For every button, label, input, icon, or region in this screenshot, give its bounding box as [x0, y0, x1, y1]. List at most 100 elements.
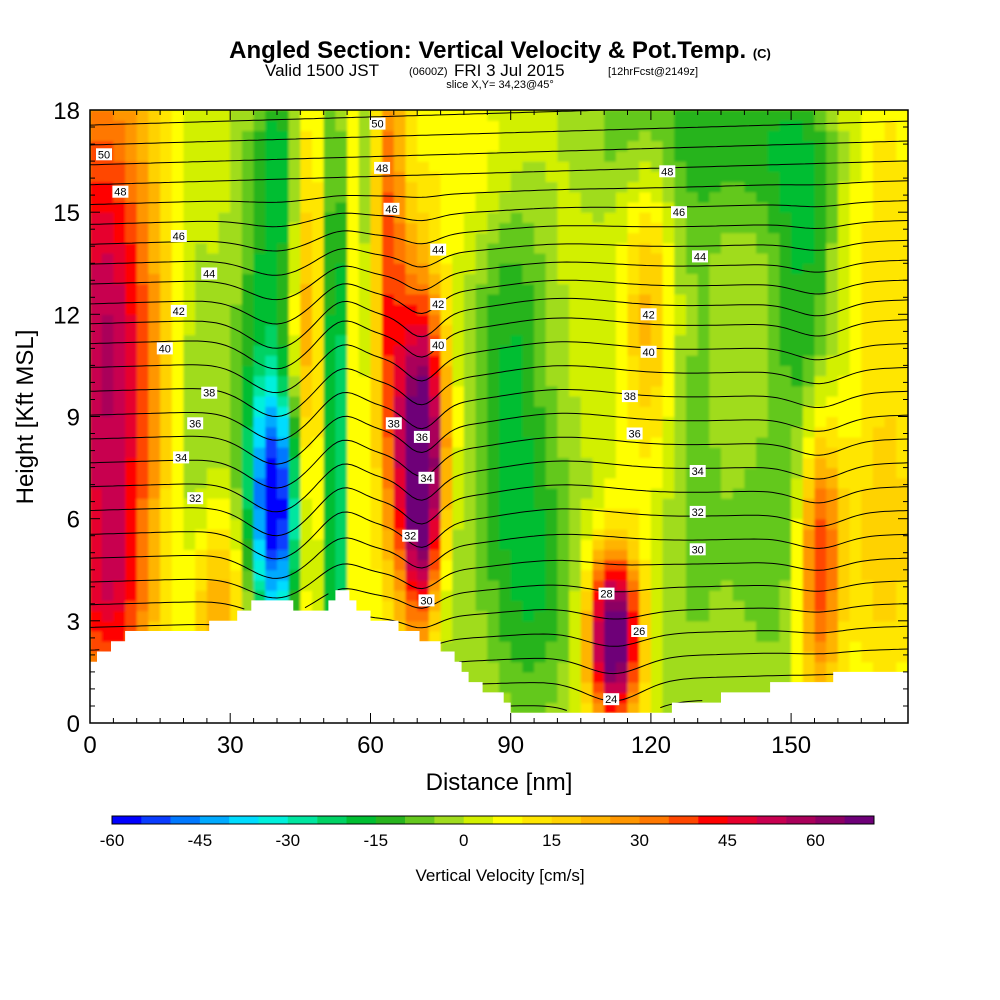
velocity-cell [136, 253, 149, 264]
velocity-cell [499, 232, 512, 244]
velocity-cell [113, 314, 126, 326]
velocity-cell [709, 110, 722, 121]
velocity-cell [90, 110, 103, 121]
velocity-cell [837, 253, 851, 264]
velocity-cell [686, 293, 699, 305]
velocity-cell [604, 539, 617, 550]
velocity-cell [499, 171, 512, 183]
velocity-cell [732, 191, 745, 203]
velocity-cell [721, 110, 734, 121]
velocity-cell [230, 110, 243, 121]
velocity-cell [393, 396, 407, 407]
velocity-cell [709, 620, 722, 632]
velocity-cell [837, 314, 851, 326]
velocity-cell [837, 580, 851, 591]
velocity-cell [686, 692, 699, 704]
velocity-cell [592, 498, 605, 509]
velocity-cell [697, 283, 710, 295]
velocity-cell [814, 569, 827, 581]
velocity-cell [136, 345, 149, 356]
velocity-cell [884, 436, 897, 448]
velocity-cell [802, 201, 816, 213]
velocity-cell [896, 324, 908, 336]
theta-contour [90, 533, 908, 579]
velocity-cell [125, 314, 138, 326]
velocity-cell [779, 549, 792, 561]
velocity-cell [686, 314, 699, 326]
velocity-cell [125, 150, 138, 162]
velocity-cell [90, 171, 103, 183]
velocity-cell [195, 242, 208, 254]
velocity-cell [253, 467, 266, 479]
velocity-cell [650, 600, 664, 612]
velocity-cell [791, 324, 804, 336]
velocity-cell [709, 661, 722, 673]
velocity-cell [767, 610, 781, 622]
velocity-cell [358, 498, 372, 509]
velocity-cell [604, 171, 617, 183]
velocity-cell [499, 212, 512, 223]
velocity-cell [557, 406, 570, 418]
velocity-cell [569, 477, 582, 489]
velocity-cell [312, 130, 325, 142]
velocity-cell [721, 293, 734, 305]
velocity-cell [113, 263, 126, 274]
velocity-cell [522, 110, 535, 121]
velocity-cell [230, 130, 243, 142]
velocity-cell [405, 334, 418, 346]
velocity-cell [405, 447, 418, 458]
velocity-cell [779, 120, 792, 131]
velocity-cell [440, 488, 453, 499]
velocity-cell [312, 232, 325, 244]
velocity-cell [113, 130, 126, 142]
velocity-cell [569, 314, 582, 326]
velocity-cell [101, 375, 114, 387]
velocity-cell [604, 477, 617, 489]
velocity-cell [639, 447, 652, 458]
velocity-cell [639, 641, 652, 653]
velocity-cell [767, 232, 781, 244]
velocity-cell [662, 324, 675, 336]
velocity-cell [732, 396, 745, 407]
velocity-cell [896, 365, 908, 377]
velocity-cell [557, 120, 570, 131]
velocity-cell [580, 447, 594, 458]
velocity-cell [347, 549, 360, 561]
velocity-cell [195, 150, 208, 162]
subtitle-valid: Valid 1500 JST [265, 61, 379, 80]
velocity-cell [686, 212, 699, 223]
velocity-cell [230, 498, 243, 509]
velocity-cell [569, 263, 582, 274]
velocity-cell [218, 263, 231, 274]
velocity-cell [253, 365, 266, 377]
velocity-cell [440, 212, 453, 223]
velocity-cell [335, 130, 348, 142]
velocity-cell [148, 130, 161, 142]
velocity-cell [779, 477, 792, 489]
velocity-cell [802, 355, 816, 366]
velocity-cell [347, 508, 360, 520]
velocity-cell [183, 171, 196, 183]
velocity-cell [195, 426, 208, 438]
velocity-cell [861, 130, 874, 142]
velocity-cell [837, 488, 851, 499]
velocity-cell [627, 641, 640, 653]
velocity-cell [837, 283, 851, 295]
svg-text:38: 38 [388, 418, 400, 430]
velocity-cell [323, 406, 336, 418]
velocity-cell [335, 355, 348, 366]
velocity-cell [744, 110, 757, 121]
velocity-cell [358, 528, 372, 540]
velocity-cell [160, 212, 173, 223]
velocity-cell [382, 110, 395, 121]
velocity-cell [160, 324, 173, 336]
velocity-cell [463, 457, 477, 469]
velocity-cell [674, 549, 687, 561]
velocity-cell [241, 232, 255, 244]
velocity-cell [662, 569, 675, 581]
velocity-cell [312, 304, 325, 315]
velocity-cell [183, 375, 196, 387]
velocity-cell [615, 518, 629, 530]
velocity-cell [113, 518, 126, 530]
velocity-cell [522, 375, 535, 387]
